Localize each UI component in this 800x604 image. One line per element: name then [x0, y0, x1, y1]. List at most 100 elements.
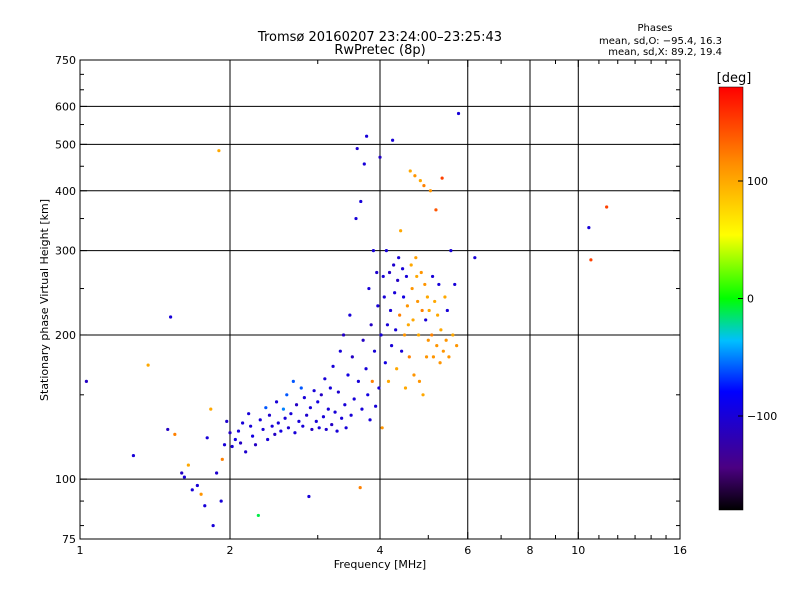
echo-point	[258, 418, 262, 422]
echo-point	[336, 390, 340, 394]
echo-point	[266, 437, 270, 442]
echo-point	[455, 344, 459, 348]
echo-point	[385, 323, 390, 327]
chart-subtitle: RwPretec (8p)	[334, 43, 425, 58]
y-tick-label: 500	[55, 138, 76, 151]
echo-point	[413, 174, 417, 178]
colorbar-tick-label: −100	[747, 410, 777, 423]
echo-point	[456, 111, 461, 116]
echo-point	[376, 304, 380, 308]
echo-point	[409, 263, 413, 267]
echo-point	[402, 333, 407, 337]
echo-point	[333, 410, 337, 414]
echo-point	[411, 318, 415, 322]
echo-point	[230, 444, 234, 449]
echo-point	[408, 169, 412, 173]
echo-point	[316, 400, 320, 404]
echo-point	[368, 418, 372, 422]
phase-info-o: mean, sd,O: −95.4, 16.3	[599, 36, 722, 47]
echo-point	[427, 308, 431, 313]
echo-point	[356, 379, 360, 383]
echo-point	[182, 475, 186, 479]
echo-point	[405, 304, 410, 308]
echo-point	[146, 363, 150, 367]
echo-point	[377, 386, 381, 390]
echo-point	[451, 333, 455, 337]
echo-point	[321, 415, 326, 419]
echo-point	[370, 379, 374, 383]
echo-point	[247, 412, 251, 416]
echo-point	[233, 437, 237, 442]
echo-point	[297, 419, 301, 423]
echo-point	[394, 328, 398, 332]
echo-point	[220, 457, 224, 461]
echo-point	[440, 176, 444, 180]
echo-point	[362, 162, 366, 166]
x-axis-label: Frequency [MHz]	[334, 558, 426, 571]
echo-point	[383, 361, 387, 365]
echo-point	[305, 413, 309, 417]
echo-point	[424, 355, 429, 359]
echo-point	[419, 270, 423, 275]
echo-point	[416, 299, 420, 304]
echo-point	[430, 274, 435, 279]
grid-lines	[80, 60, 680, 539]
echo-point	[444, 338, 448, 342]
echo-point	[294, 403, 299, 407]
echo-point	[420, 308, 424, 313]
echo-point	[587, 226, 591, 230]
x-tick-label: 4	[377, 544, 384, 557]
echo-point	[384, 249, 388, 253]
echo-point	[274, 400, 279, 404]
y-tick-label: 750	[55, 54, 76, 67]
echo-point	[387, 270, 392, 275]
colorbar-tick-label: 0	[747, 293, 754, 306]
echo-point	[238, 441, 243, 445]
echo-point	[406, 323, 410, 327]
echo-point	[84, 379, 88, 383]
echo-point	[335, 429, 339, 433]
y-axis: 75 100 200 300 400 500 600 750	[55, 54, 680, 546]
echo-point	[319, 393, 323, 397]
echo-point	[426, 338, 430, 342]
echo-point	[241, 421, 245, 425]
echo-point	[396, 278, 400, 282]
echo-point	[169, 315, 173, 319]
echo-point	[382, 295, 386, 299]
echo-point	[358, 486, 362, 490]
echo-point	[374, 404, 378, 408]
echo-point	[421, 393, 425, 397]
echo-point	[401, 295, 406, 299]
echo-point	[314, 419, 318, 423]
echo-point	[267, 413, 272, 417]
echo-point	[381, 274, 385, 279]
echo-point	[180, 471, 184, 475]
echo-point	[281, 407, 286, 411]
echo-point	[291, 379, 295, 383]
echo-point	[355, 146, 359, 151]
echo-point	[391, 138, 395, 142]
echo-point	[131, 453, 136, 458]
echo-point	[400, 349, 404, 353]
echo-point	[397, 256, 401, 260]
echo-point	[453, 282, 457, 287]
echo-point	[589, 258, 593, 262]
echo-point	[359, 199, 363, 204]
echo-point	[386, 379, 391, 383]
echo-point	[344, 426, 348, 430]
echo-point	[350, 355, 354, 359]
echo-point	[286, 426, 291, 430]
echo-point	[211, 523, 215, 528]
echo-point	[354, 216, 358, 221]
echo-point	[388, 308, 393, 313]
echo-point	[205, 436, 209, 440]
echo-points	[84, 111, 609, 528]
echo-point	[412, 373, 416, 377]
echo-point	[392, 263, 396, 267]
echo-point	[435, 344, 439, 348]
x-tick-label: 2	[227, 544, 234, 557]
x-tick-label: 16	[673, 544, 687, 557]
colorbar-title: [deg]	[717, 71, 752, 86]
echo-point	[317, 426, 321, 430]
y-tick-label: 100	[55, 473, 76, 486]
